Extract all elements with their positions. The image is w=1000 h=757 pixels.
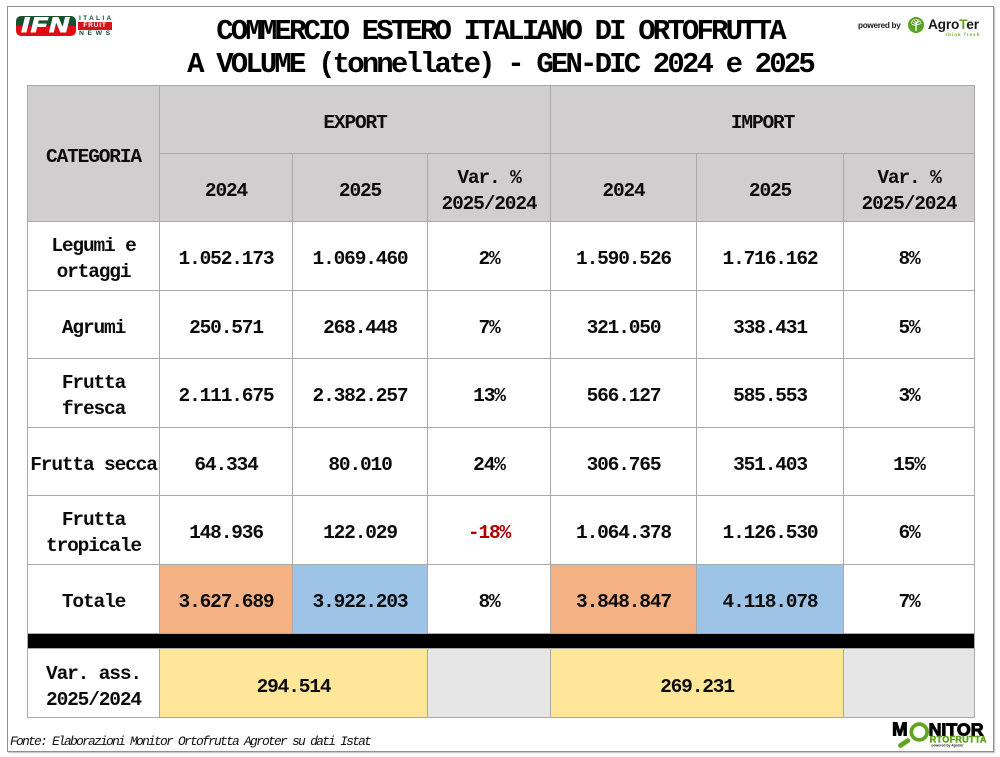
- svg-text:powered by Agroter: powered by Agroter: [932, 743, 965, 747]
- svg-text:NITOR: NITOR: [929, 720, 984, 740]
- svg-text:RTOFRUTTA: RTOFRUTTA: [930, 735, 987, 745]
- svg-text:M: M: [892, 719, 908, 740]
